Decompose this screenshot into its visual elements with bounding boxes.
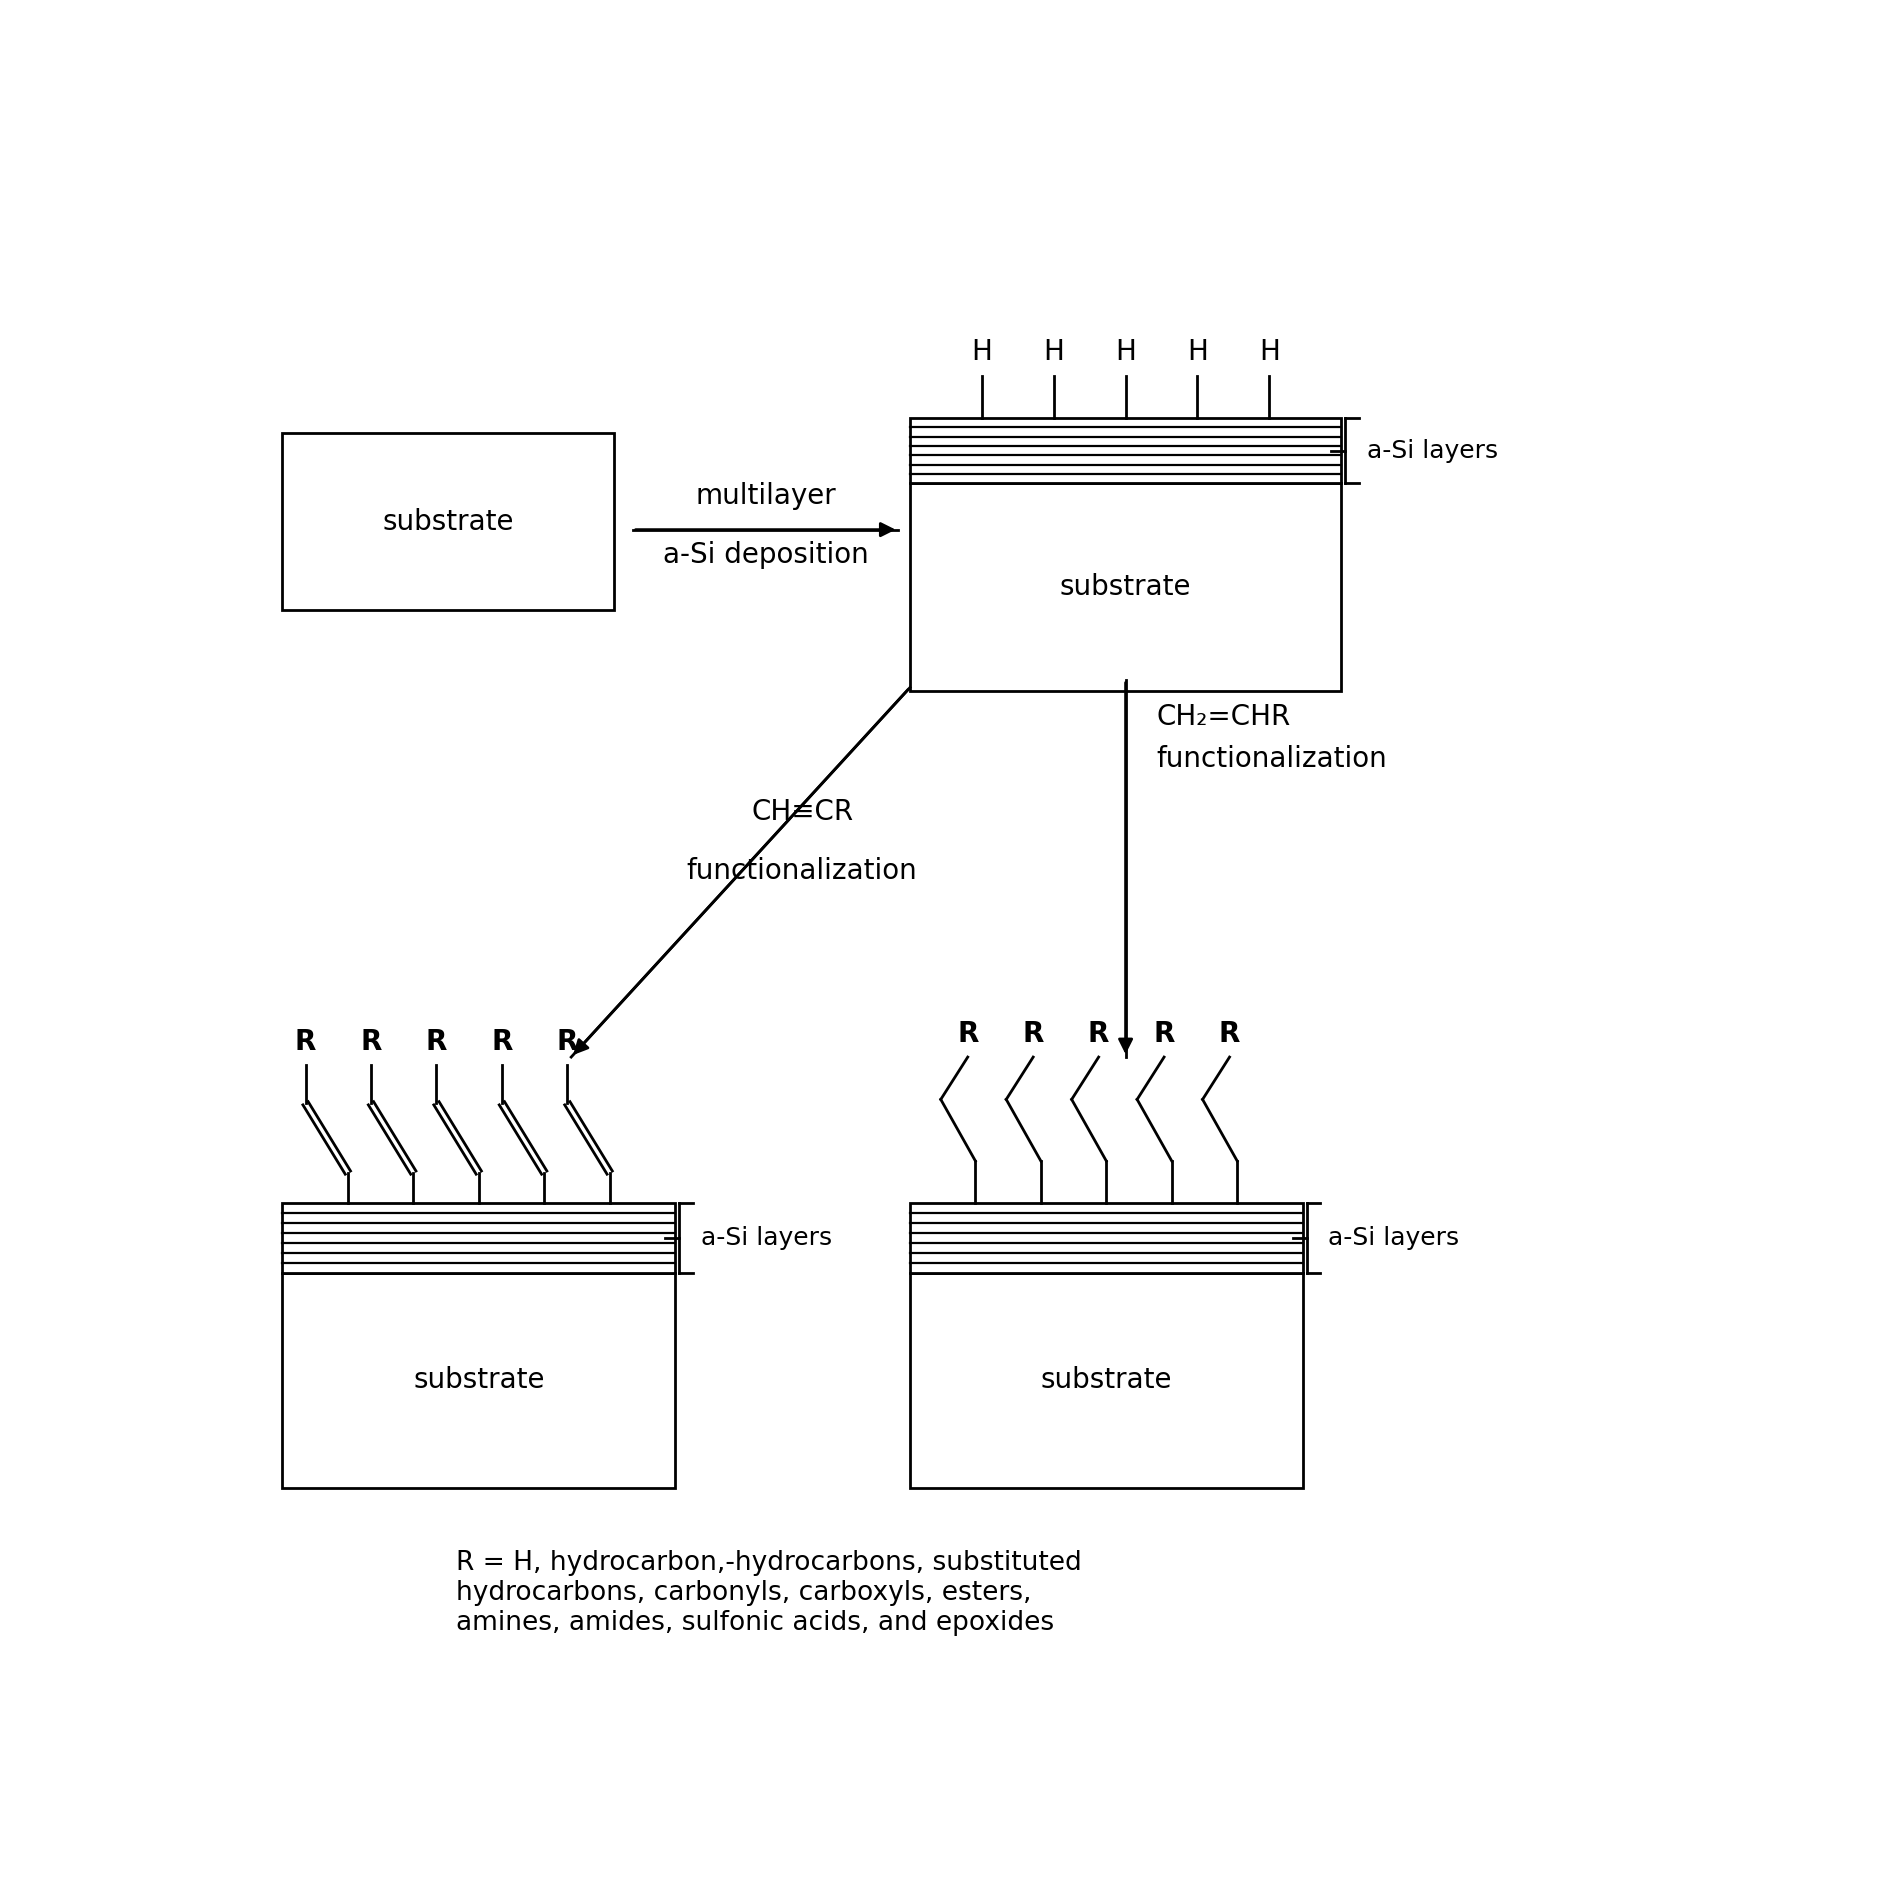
Text: a-Si layers: a-Si layers — [1327, 1225, 1459, 1250]
Text: a-Si deposition: a-Si deposition — [662, 541, 868, 569]
Text: H: H — [1043, 338, 1063, 366]
Text: substrate: substrate — [1041, 1366, 1171, 1394]
Text: H: H — [1259, 338, 1280, 366]
Text: R: R — [295, 1028, 316, 1056]
Text: R: R — [491, 1028, 512, 1056]
Text: H: H — [1186, 338, 1206, 366]
Text: R: R — [1022, 1020, 1043, 1048]
Text: CH≡CR: CH≡CR — [751, 799, 853, 827]
Text: R: R — [1218, 1020, 1240, 1048]
Bar — [909, 1272, 1302, 1488]
Bar — [909, 1203, 1302, 1272]
Text: R: R — [425, 1028, 446, 1056]
Bar — [282, 1203, 676, 1272]
Text: multilayer: multilayer — [694, 483, 836, 511]
Text: functionalization: functionalization — [1156, 746, 1387, 774]
Text: R: R — [557, 1028, 578, 1056]
Text: R: R — [1088, 1020, 1108, 1048]
Bar — [909, 483, 1340, 691]
Text: R: R — [1154, 1020, 1174, 1048]
Bar — [282, 434, 614, 611]
Text: functionalization: functionalization — [687, 857, 917, 885]
Text: R: R — [359, 1028, 382, 1056]
Text: CH₂=CHR: CH₂=CHR — [1156, 703, 1289, 731]
Text: substrate: substrate — [412, 1366, 544, 1394]
Bar — [909, 417, 1340, 483]
Text: a-Si layers: a-Si layers — [1366, 438, 1496, 462]
Text: R = H, hydrocarbon,-hydrocarbons, substituted
hydrocarbons, carbonyls, carboxyls: R = H, hydrocarbon,-hydrocarbons, substi… — [455, 1550, 1080, 1637]
Text: a-Si layers: a-Si layers — [700, 1225, 832, 1250]
Text: H: H — [971, 338, 992, 366]
Bar — [282, 1272, 676, 1488]
Text: substrate: substrate — [1060, 573, 1191, 601]
Text: H: H — [1114, 338, 1135, 366]
Text: substrate: substrate — [382, 507, 514, 536]
Text: R: R — [956, 1020, 979, 1048]
